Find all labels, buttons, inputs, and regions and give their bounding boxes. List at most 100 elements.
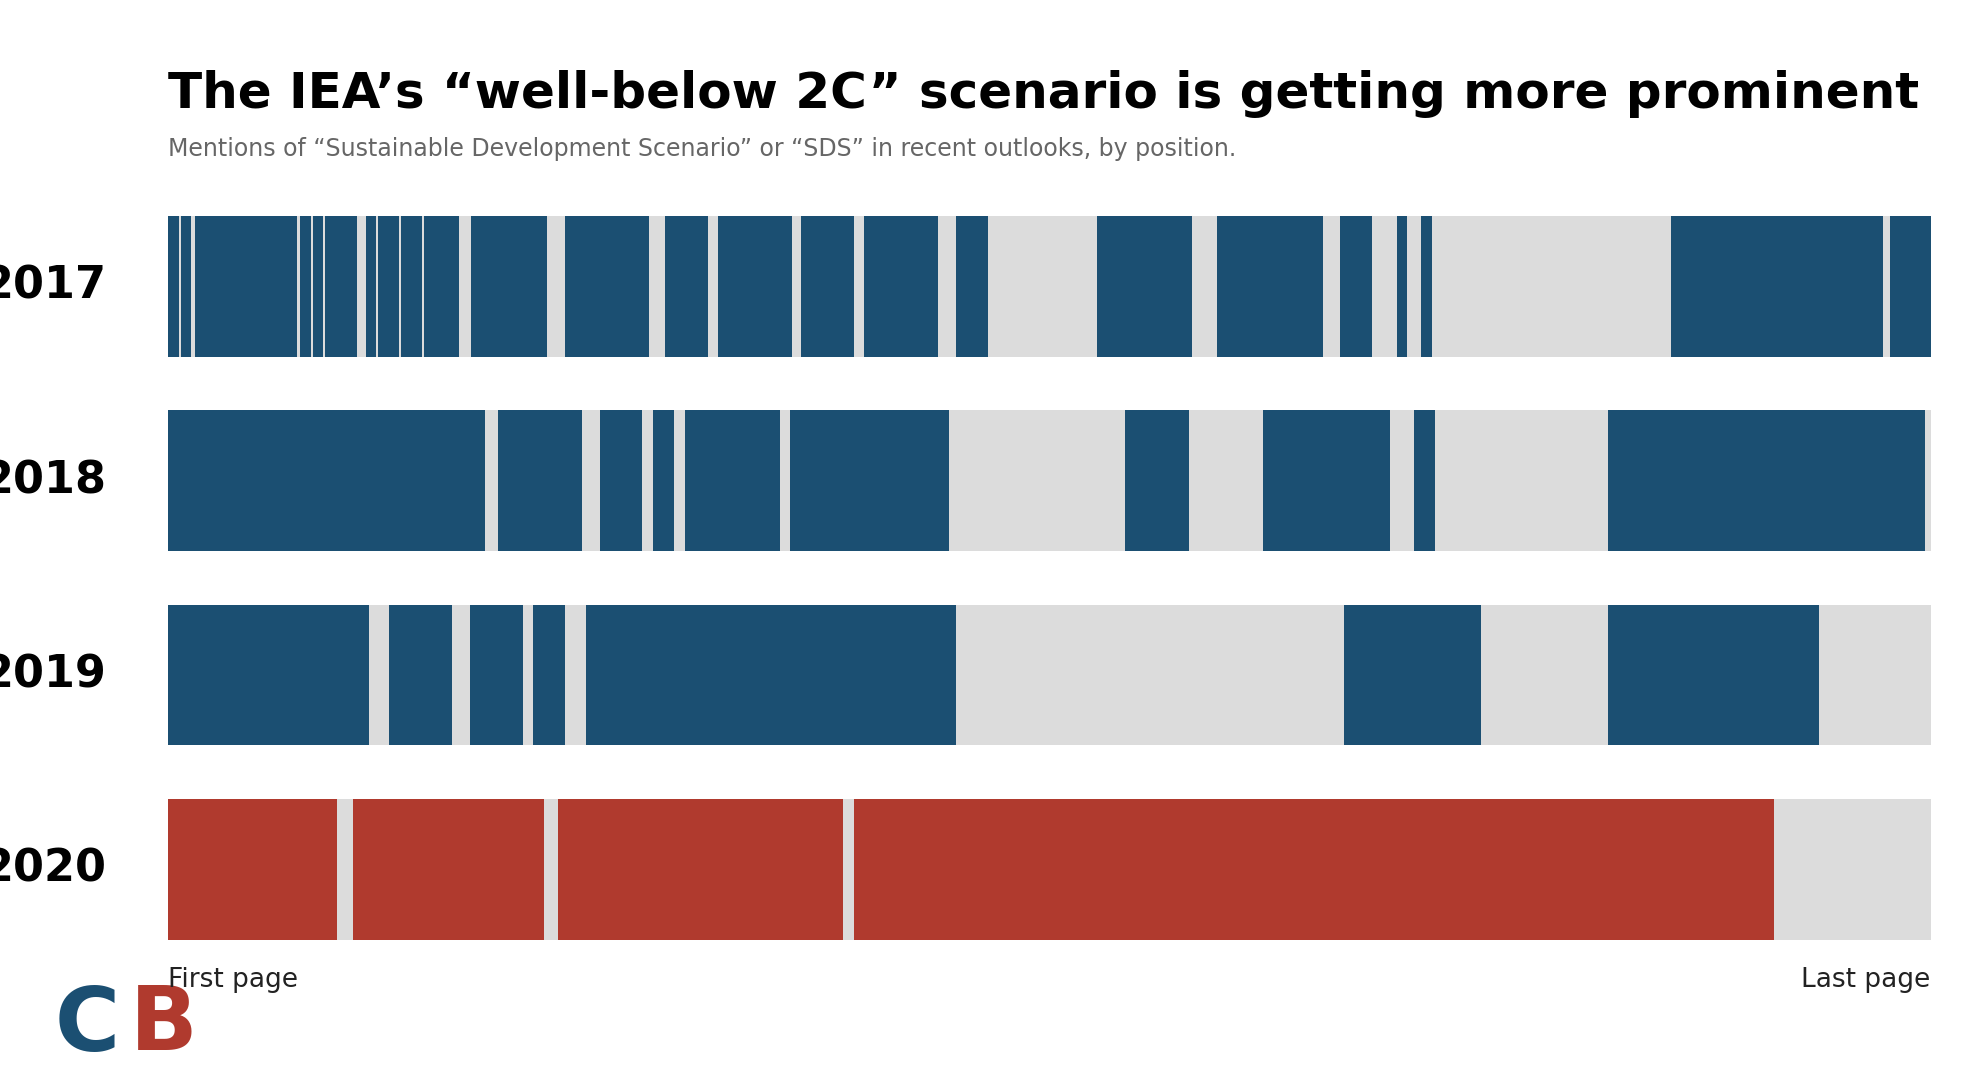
Bar [481, 605, 491, 745]
Bar [737, 410, 748, 551]
Bar [1340, 799, 1350, 940]
Bar [1305, 410, 1315, 551]
Text: The IEA’s “well-below 2C” scenario is getting more prominent: The IEA’s “well-below 2C” scenario is ge… [168, 70, 1919, 118]
Bar [1422, 216, 1432, 356]
Bar [1138, 216, 1150, 356]
Bar [1129, 799, 1138, 940]
Bar [1281, 216, 1291, 356]
Bar [1146, 410, 1156, 551]
Bar [1182, 799, 1192, 940]
Bar [881, 605, 893, 745]
Bar [1168, 410, 1178, 551]
Bar [295, 410, 305, 551]
Bar [222, 799, 232, 940]
Bar [325, 216, 337, 356]
Bar [200, 799, 210, 940]
Bar [1901, 216, 1911, 356]
Bar [956, 216, 966, 356]
Bar [719, 216, 729, 356]
Bar [305, 799, 317, 940]
Bar [1649, 605, 1661, 745]
Bar [754, 605, 766, 745]
Bar [374, 799, 384, 940]
Bar [277, 216, 289, 356]
Bar [1639, 605, 1649, 745]
Bar [843, 216, 853, 356]
Bar [917, 410, 929, 551]
Bar [608, 216, 618, 356]
Bar [168, 799, 178, 940]
Bar [513, 216, 525, 356]
Bar [327, 605, 337, 745]
Bar [628, 605, 640, 745]
Bar [1436, 799, 1445, 940]
Bar [812, 410, 822, 551]
Bar [642, 799, 653, 940]
Bar [802, 216, 812, 356]
Bar [1671, 605, 1683, 745]
Bar [849, 605, 861, 745]
Bar [812, 216, 822, 356]
Bar [178, 799, 190, 940]
Bar [1649, 410, 1661, 551]
Bar [352, 799, 364, 940]
Bar [368, 410, 380, 551]
Bar [337, 605, 348, 745]
Bar [723, 605, 735, 745]
Bar [1742, 799, 1752, 940]
Bar [366, 216, 376, 356]
Bar [1798, 605, 1810, 745]
Bar [1097, 799, 1107, 940]
Bar [834, 216, 843, 356]
Bar [253, 799, 263, 940]
Bar [400, 410, 412, 551]
Bar [865, 410, 875, 551]
Bar [695, 799, 705, 940]
Bar [939, 410, 948, 551]
Bar [1715, 605, 1725, 745]
Bar [317, 605, 327, 745]
Bar [776, 605, 786, 745]
Bar [465, 410, 475, 551]
Bar [1489, 799, 1499, 940]
Bar [1368, 410, 1378, 551]
Bar [459, 799, 469, 940]
Bar [1182, 216, 1192, 356]
Bar [1034, 799, 1043, 940]
Bar [416, 799, 428, 940]
Bar [263, 410, 273, 551]
Bar [1319, 799, 1331, 940]
Bar [1873, 216, 1883, 356]
Bar [1087, 799, 1097, 940]
Text: B: B [129, 983, 198, 1069]
Bar [400, 216, 412, 356]
Bar [1160, 799, 1170, 940]
Bar [681, 605, 691, 745]
Bar [210, 410, 222, 551]
Bar [1891, 216, 1901, 356]
Bar [501, 605, 513, 745]
Bar [586, 216, 596, 356]
Bar [1778, 605, 1788, 745]
Bar [780, 799, 790, 940]
Bar [596, 605, 608, 745]
Bar [1331, 799, 1340, 940]
Bar [1851, 216, 1861, 356]
Bar [1531, 799, 1540, 940]
Bar [1259, 216, 1269, 356]
Bar [346, 216, 356, 356]
Bar [1376, 605, 1386, 745]
Bar [929, 799, 939, 940]
Bar [572, 410, 582, 551]
Bar [1778, 410, 1788, 551]
Bar [1721, 799, 1731, 940]
Bar [554, 605, 564, 745]
Bar [1746, 216, 1756, 356]
Bar [428, 799, 438, 940]
Bar [1626, 799, 1635, 940]
Bar [786, 605, 798, 745]
Bar [695, 410, 705, 551]
Bar [861, 605, 871, 745]
Bar [1065, 799, 1075, 940]
Bar [1150, 216, 1160, 356]
